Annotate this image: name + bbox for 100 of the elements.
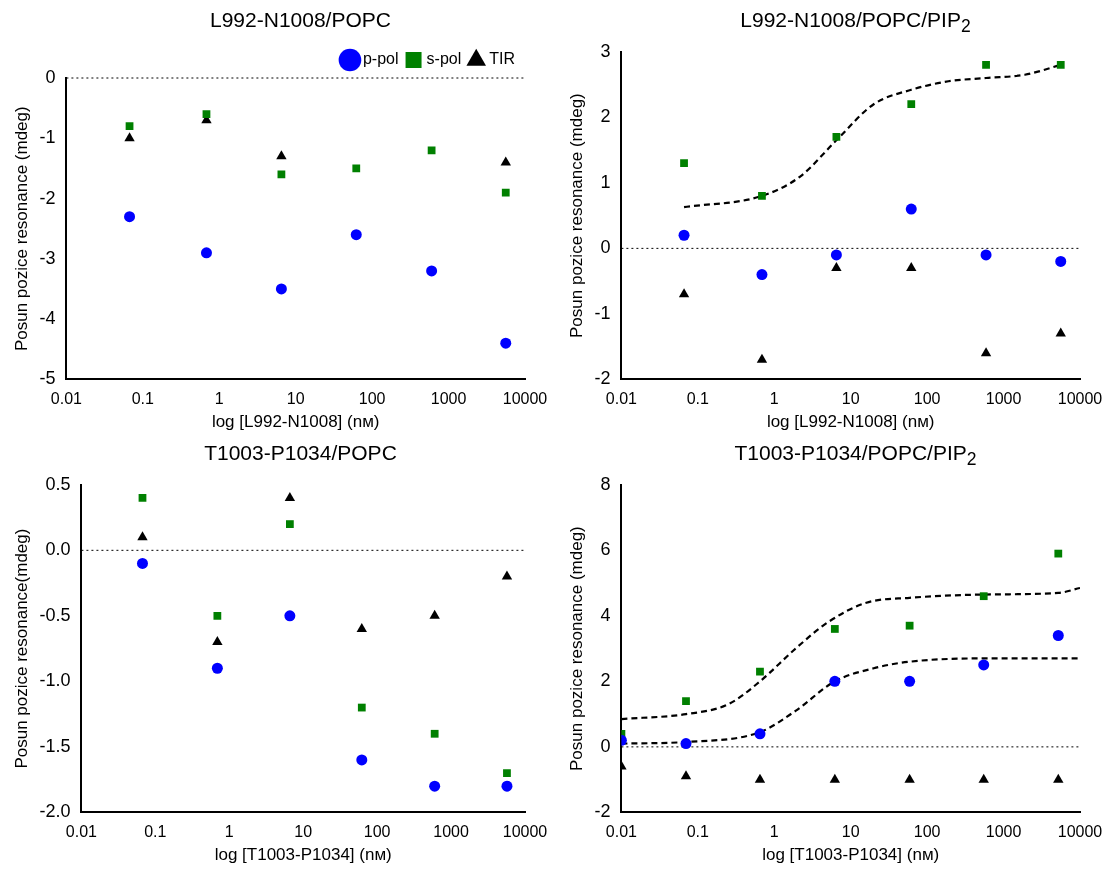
point bbox=[501, 780, 513, 792]
point bbox=[352, 164, 361, 173]
x-tick-label: 10 bbox=[294, 823, 313, 841]
x-tick-label: 0.1 bbox=[144, 823, 167, 841]
y-tick-label: -3 bbox=[39, 247, 56, 268]
y-tick-label: 0 bbox=[45, 66, 56, 87]
point bbox=[832, 133, 841, 141]
y-axis-title: Posun pozice resonance(mdeg) bbox=[11, 528, 31, 769]
point bbox=[285, 520, 294, 528]
x-tick-label: 1000 bbox=[985, 390, 1022, 408]
y-tick-label: 0.0 bbox=[45, 539, 71, 560]
chart-title: L992-N1008/POPC bbox=[209, 8, 392, 33]
y-tick-label: -1 bbox=[594, 302, 611, 323]
chart-title: T1003-P1034/POPC bbox=[203, 441, 398, 466]
point bbox=[754, 728, 766, 740]
x-tick-label: 0.01 bbox=[605, 390, 638, 408]
x-tick-label: 1000 bbox=[430, 390, 467, 408]
point bbox=[429, 780, 441, 792]
x-tick-label: 10000 bbox=[1057, 823, 1103, 841]
point bbox=[211, 662, 223, 674]
y-tick-label: 3 bbox=[600, 40, 611, 61]
point bbox=[426, 265, 438, 277]
point bbox=[137, 531, 148, 541]
point bbox=[754, 773, 766, 783]
x-tick-label: 1000 bbox=[985, 823, 1022, 841]
point bbox=[284, 610, 296, 622]
point bbox=[1054, 549, 1063, 558]
point bbox=[758, 192, 766, 200]
y-tick-label: -2 bbox=[39, 187, 56, 208]
point bbox=[978, 773, 989, 783]
point bbox=[830, 249, 842, 261]
x-tick-label: 0.1 bbox=[131, 390, 155, 408]
point bbox=[1052, 630, 1064, 641]
x-axis-title: log [T1003-P1034] (nм) bbox=[214, 845, 392, 865]
legend-label: p-pol bbox=[362, 50, 399, 68]
point bbox=[980, 347, 992, 357]
point bbox=[501, 188, 510, 197]
x-tick-label: 100 bbox=[363, 823, 391, 841]
y-tick-label: 6 bbox=[600, 539, 611, 560]
point bbox=[904, 773, 915, 783]
y-tick-label: 1 bbox=[600, 171, 611, 192]
x-axis-title: log [T1003-P1034] (nм) bbox=[762, 845, 940, 865]
y-tick-label: -2 bbox=[594, 801, 611, 822]
y-axis-title: Posun pozice resonance (mdeg) bbox=[566, 526, 586, 771]
y-axis-title: Posun pozice resonance (mdeg) bbox=[11, 106, 31, 352]
point bbox=[202, 110, 211, 119]
point bbox=[756, 353, 768, 363]
x-tick-label: 10000 bbox=[502, 390, 548, 408]
point bbox=[980, 249, 992, 261]
point bbox=[979, 592, 988, 601]
x-axis-title: log [L992-N1008] (nм) bbox=[766, 412, 935, 432]
point bbox=[1056, 61, 1065, 69]
point bbox=[906, 262, 917, 272]
x-tick-label: 10 bbox=[841, 390, 860, 408]
chart-title: T1003-P1034/POPC/PIP$_{2}$ bbox=[733, 441, 978, 471]
point bbox=[200, 247, 212, 259]
point bbox=[427, 146, 436, 155]
point bbox=[829, 675, 841, 687]
y-tick-label: -4 bbox=[39, 308, 56, 329]
y-tick-label: -5 bbox=[39, 368, 56, 389]
y-tick-label: -1.5 bbox=[39, 735, 71, 756]
point bbox=[275, 283, 287, 295]
y-tick-label: 0 bbox=[600, 237, 611, 258]
point bbox=[982, 61, 990, 69]
point bbox=[213, 611, 222, 620]
point bbox=[680, 738, 692, 750]
y-tick-label: -1 bbox=[39, 127, 56, 148]
x-tick-label: 10000 bbox=[1057, 390, 1103, 408]
y-tick-label: 2 bbox=[600, 106, 611, 127]
x-tick-label: 0.01 bbox=[605, 823, 638, 841]
x-tick-label: 0.01 bbox=[50, 390, 83, 408]
legend-label: TIR bbox=[489, 50, 516, 68]
y-tick-label: 4 bbox=[600, 604, 611, 625]
point bbox=[124, 132, 135, 142]
x-tick-label: 10000 bbox=[502, 823, 548, 841]
point bbox=[907, 100, 916, 109]
point bbox=[1055, 255, 1067, 267]
point bbox=[124, 211, 136, 223]
x-tick-label: 10 bbox=[286, 390, 305, 408]
point bbox=[357, 703, 366, 712]
x-tick-label: 1 bbox=[769, 823, 779, 841]
point bbox=[978, 659, 990, 671]
y-tick-label: -2.0 bbox=[39, 801, 71, 822]
x-axis-title: log [L992-N1008] (nм) bbox=[211, 412, 380, 432]
point bbox=[904, 675, 916, 687]
x-tick-label: 1000 bbox=[433, 823, 469, 841]
y-tick-label: 2 bbox=[600, 670, 611, 691]
chart-title: L992-N1008/POPC/PIP$_{2}$ bbox=[739, 8, 972, 38]
x-tick-label: 1 bbox=[214, 390, 224, 408]
x-tick-label: 100 bbox=[913, 823, 941, 841]
point bbox=[356, 754, 368, 766]
x-tick-label: 100 bbox=[913, 390, 941, 408]
x-tick-label: 10 bbox=[841, 823, 860, 841]
point bbox=[831, 262, 842, 272]
x-tick-label: 0.1 bbox=[686, 390, 710, 408]
point bbox=[276, 150, 287, 160]
point bbox=[350, 229, 362, 241]
point bbox=[136, 557, 148, 569]
x-tick-label: 1 bbox=[224, 823, 234, 841]
point bbox=[905, 203, 917, 215]
